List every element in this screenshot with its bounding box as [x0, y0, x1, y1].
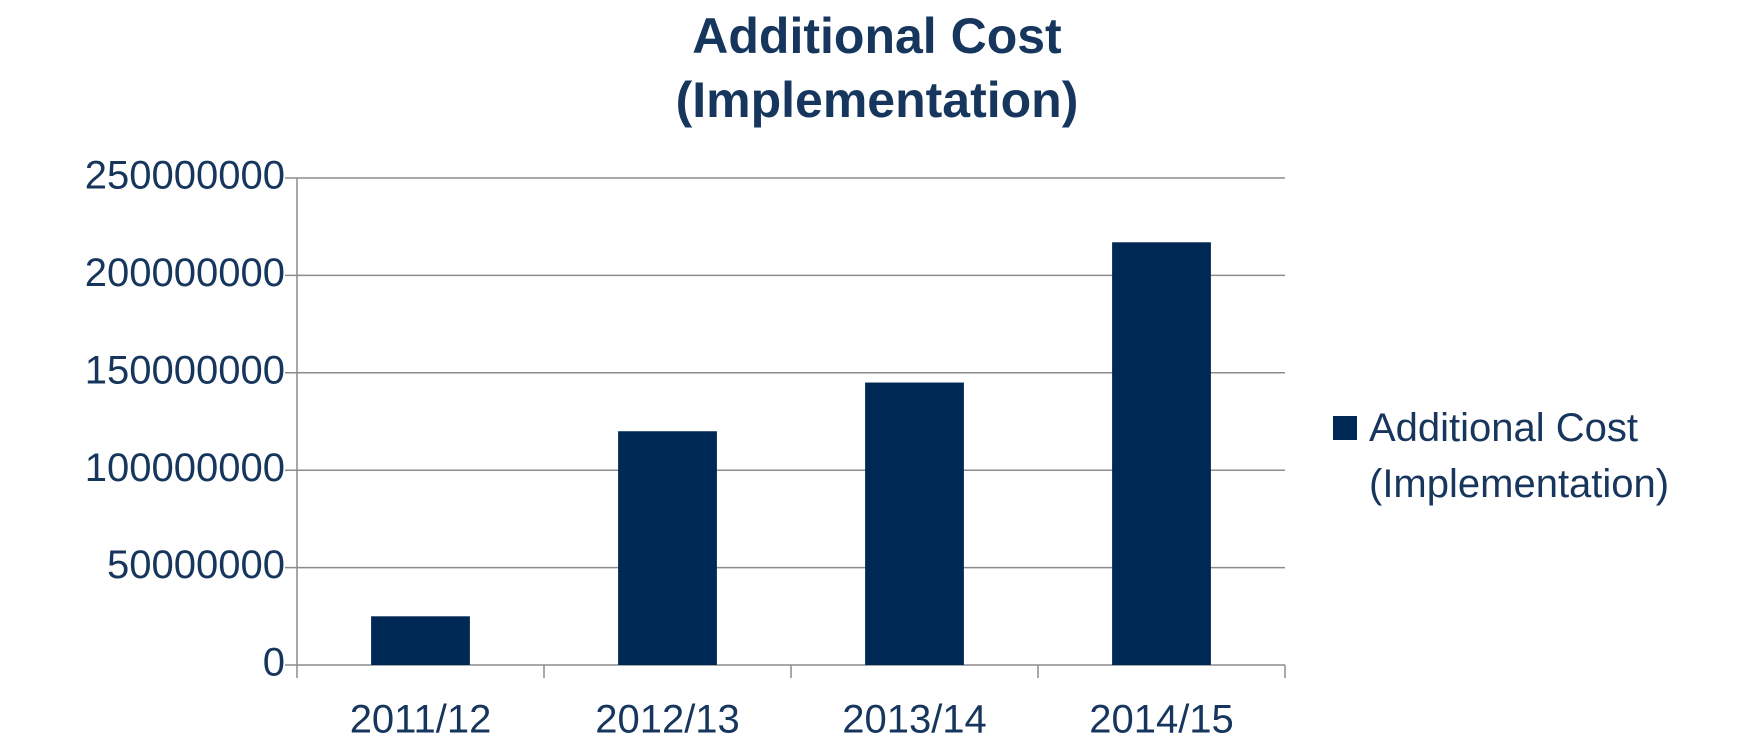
y-tick-label: 150000000: [85, 348, 285, 392]
x-tick-label: 2012/13: [595, 698, 740, 742]
legend-label: Additional Cost (Implementation): [1369, 406, 1670, 506]
bar: [1112, 242, 1211, 665]
bar: [618, 431, 717, 665]
x-tick-label: 2014/15: [1089, 698, 1234, 742]
y-tick-label: 50000000: [107, 543, 285, 587]
legend: Additional Cost (Implementation): [1333, 400, 1747, 512]
bar: [865, 382, 964, 665]
chart-title: Additional Cost (Implementation): [675, 8, 1079, 128]
legend-swatch: [1333, 416, 1357, 440]
y-tick-label: 100000000: [85, 446, 285, 490]
x-tick-label: 2013/14: [842, 698, 987, 742]
y-tick-label: 250000000: [85, 154, 285, 198]
y-tick-label: 200000000: [85, 251, 285, 295]
y-tick-label: 0: [263, 641, 285, 685]
x-tick-label: 2011/12: [350, 698, 492, 742]
bar: [371, 616, 470, 665]
